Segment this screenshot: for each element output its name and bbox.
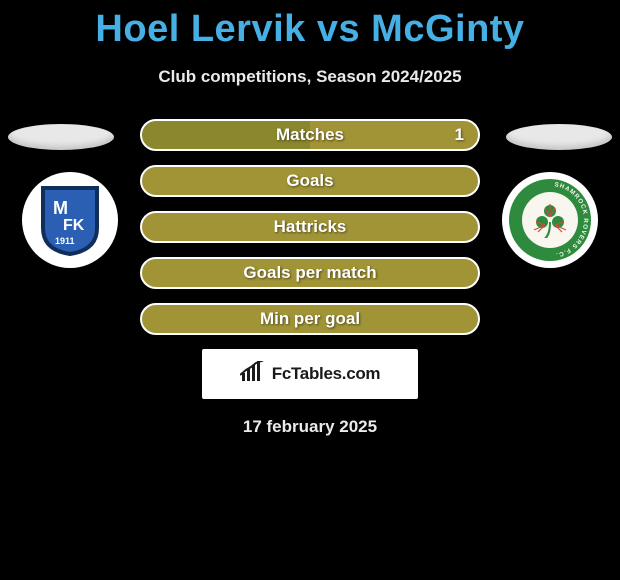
subtitle: Club competitions, Season 2024/2025 bbox=[0, 67, 620, 87]
svg-text:1911: 1911 bbox=[55, 236, 75, 246]
stat-label: Hattricks bbox=[274, 217, 347, 237]
stat-row-min-per-goal: Min per goal bbox=[140, 303, 480, 335]
club-badge-left: M FK 1911 bbox=[22, 172, 118, 268]
svg-text:M: M bbox=[53, 198, 68, 218]
stat-row-goals: Goals bbox=[140, 165, 480, 197]
stat-label: Min per goal bbox=[260, 309, 360, 329]
stat-label: Goals per match bbox=[243, 263, 376, 283]
branding-text: FcTables.com bbox=[272, 364, 381, 384]
club-badge-right: SHAMROCK ROVERS F.C. bbox=[502, 172, 598, 268]
stat-row-hattricks: Hattricks bbox=[140, 211, 480, 243]
branding-box: FcTables.com bbox=[202, 349, 418, 399]
date-line: 17 february 2025 bbox=[0, 417, 620, 437]
svg-text:SHAMROCK ROVERS F.C.: SHAMROCK ROVERS F.C. bbox=[554, 181, 589, 258]
player-right-ellipse bbox=[506, 124, 612, 150]
stat-label: Matches bbox=[276, 125, 344, 145]
stat-row-matches: Matches 1 bbox=[140, 119, 480, 151]
branding-chart-icon bbox=[240, 361, 266, 388]
svg-text:FK: FK bbox=[63, 217, 85, 234]
page-title: Hoel Lervik vs McGinty bbox=[0, 0, 620, 51]
stat-right-value: 1 bbox=[455, 125, 464, 145]
stat-label: Goals bbox=[286, 171, 333, 191]
stat-row-goals-per-match: Goals per match bbox=[140, 257, 480, 289]
shamrock-rovers-crest: SHAMROCK ROVERS F.C. bbox=[509, 179, 591, 261]
stats-list: Matches 1 Goals Hattricks Goals per matc… bbox=[140, 119, 480, 335]
player-left-ellipse bbox=[8, 124, 114, 150]
molde-fk-crest: M FK 1911 bbox=[39, 184, 101, 256]
